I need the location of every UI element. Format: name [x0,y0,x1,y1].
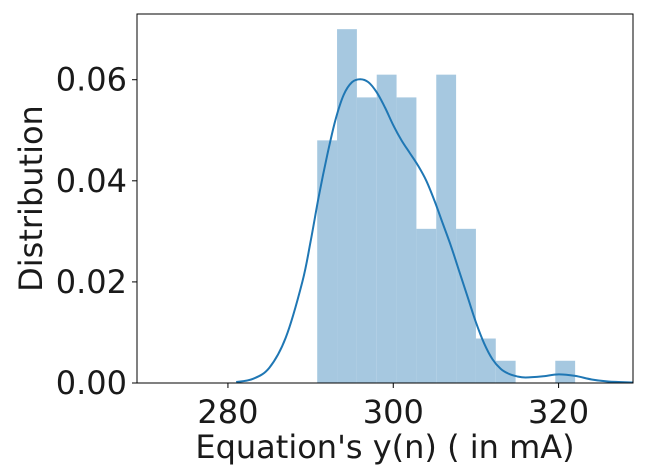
histogram-bars [317,29,576,384]
histogram-bar-2 [356,97,377,383]
histogram-bar-8 [475,338,496,383]
x-axis-ticks: 280 300 320 [197,383,589,431]
x-tick-label: 280 [197,393,258,431]
histogram-bar-5 [416,228,437,383]
x-tick-label: 320 [528,393,589,431]
kde-curve [236,78,634,384]
histogram-bar-4 [396,97,417,383]
y-tick-label: 0.02 [56,263,127,301]
y-tick-label: 0.04 [56,162,127,200]
histogram-bar-0 [317,140,338,383]
histogram-bar-7 [456,228,476,383]
plot-frame [136,13,634,384]
histogram-bar-6 [436,74,457,383]
x-axis-label: Equation's y(n) ( in mA) [195,428,574,466]
y-axis-ticks: 0.00 0.02 0.04 0.06 [56,61,137,402]
x-tick-label: 300 [363,393,424,431]
histogram-bar-10 [555,360,576,383]
y-tick-label: 0.06 [56,61,127,99]
histogram-bar-3 [376,74,397,383]
y-tick-label: 0.00 [56,364,127,402]
histogram-bar-1 [337,29,357,384]
y-axis-label: Distribution [12,105,50,292]
